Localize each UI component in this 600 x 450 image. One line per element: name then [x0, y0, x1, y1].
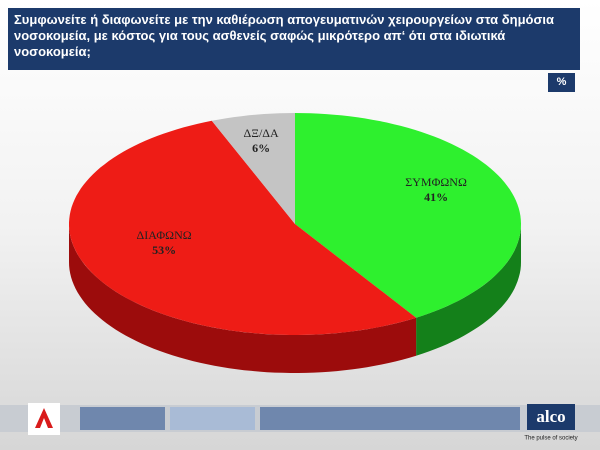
- slice-label: ΣΥΜΦΩΝΩ: [405, 175, 467, 189]
- slice-side: [69, 224, 417, 373]
- value-label: 53%: [152, 243, 176, 257]
- slice: [295, 113, 521, 318]
- value-label: 41%: [424, 190, 448, 204]
- slice-side: [416, 224, 521, 356]
- alpha-logo: [35, 408, 53, 428]
- footer-block: [170, 407, 255, 430]
- brand-logo: alco: [536, 407, 565, 426]
- unit-badge: %: [548, 73, 575, 92]
- brand-logo-bg: [527, 404, 575, 430]
- footer-block: [80, 407, 165, 430]
- footer: alco The pulse of society: [0, 403, 600, 442]
- pie-tops: [69, 113, 521, 335]
- brand-tagline: The pulse of society: [524, 436, 577, 442]
- alpha-logo-bg: [28, 403, 60, 435]
- pie-sides: [69, 224, 521, 373]
- slice-label: ΔΞ/ΔΑ: [244, 126, 279, 140]
- slice-label: ΔΙΑΦΩΝΩ: [137, 228, 192, 242]
- chart-title: Συμφωνείτε ή διαφωνείτε με την καθιέρωση…: [8, 8, 580, 70]
- value-label: 6%: [252, 141, 270, 155]
- footer-block: [260, 407, 520, 430]
- slice: [211, 113, 295, 224]
- slice: [69, 120, 417, 335]
